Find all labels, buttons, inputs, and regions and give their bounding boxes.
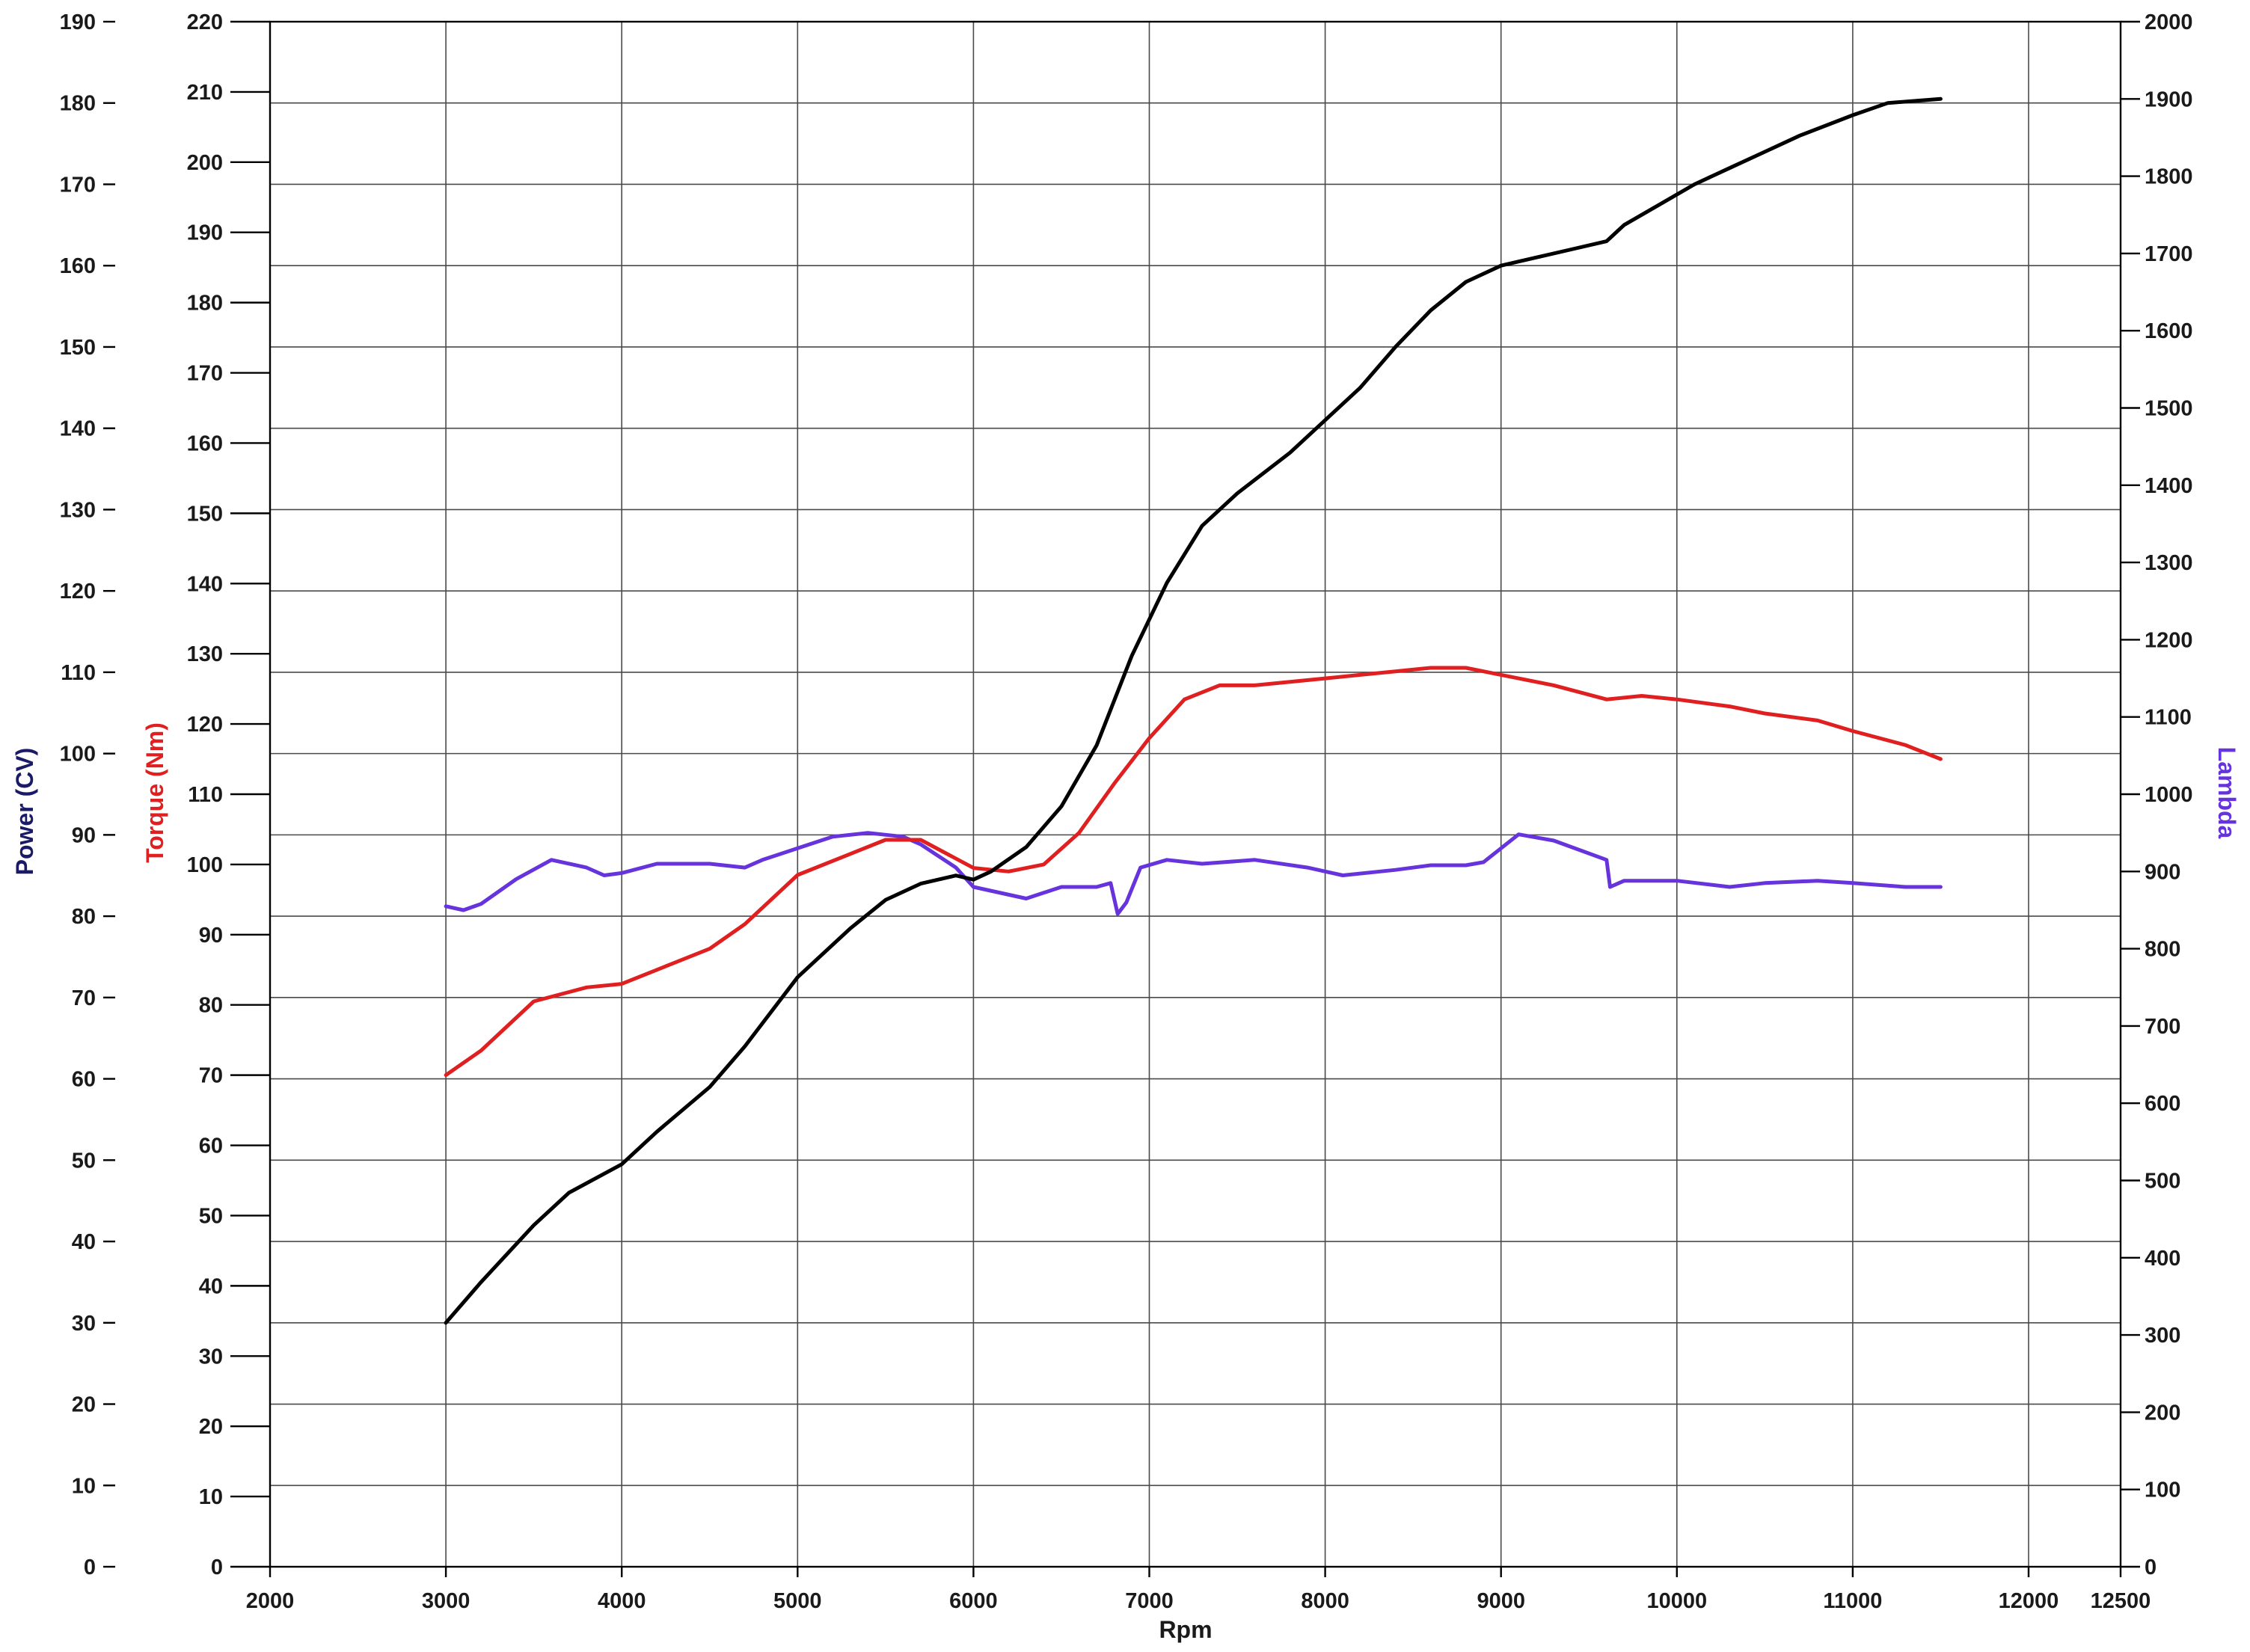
torque-tick-label: 120: [187, 713, 223, 737]
power-tick-label: 60: [72, 1068, 96, 1092]
torque-series-line: [444, 666, 1943, 1078]
power-axis-title: Power (CV): [11, 748, 38, 876]
torque-tick-label: 190: [187, 221, 223, 245]
torque-tick-label: 180: [187, 292, 223, 316]
torque-tick-label: 160: [187, 432, 223, 455]
power-tick-label: 110: [61, 661, 96, 685]
grid: [270, 21, 2121, 1567]
torque-tick-label: 170: [187, 362, 223, 386]
power-tick-label: 80: [72, 905, 96, 929]
x-tick-label: 10000: [1646, 1589, 1707, 1613]
lambda-tick-label: 600: [2145, 1092, 2180, 1116]
power-tick-label: 130: [60, 498, 96, 522]
torque-tick-label: 50: [199, 1204, 223, 1228]
power-tick-label: 160: [60, 254, 96, 278]
lambda-tick-label: 1400: [2145, 474, 2193, 498]
lambda-tick-label: 1900: [2145, 87, 2193, 111]
power-tick-label: 120: [60, 580, 96, 604]
torque-tick-label: 130: [187, 642, 223, 666]
power-tick-label: 170: [60, 173, 96, 197]
lambda-tick-label: 2000: [2145, 10, 2193, 34]
lambda-tick-label: 1600: [2145, 319, 2193, 343]
torque-tick-label: 30: [199, 1345, 223, 1369]
torque-tick-label: 110: [188, 783, 223, 807]
lambda-tick-label: 700: [2145, 1015, 2180, 1039]
lambda-tick-label: 500: [2145, 1170, 2180, 1194]
torque-tick-label: 210: [187, 81, 223, 105]
power-tick-label: 100: [60, 743, 96, 767]
axis-labels: 2000 3000 4000 5000 6000 7000 8000 9000 10000 110…: [60, 10, 2193, 1613]
torque-tick-label: 150: [187, 502, 223, 526]
x-tick-label: 7000: [1125, 1589, 1174, 1613]
power-tick-label: 20: [72, 1393, 96, 1417]
x-tick-label: 8000: [1301, 1589, 1349, 1613]
power-tick-label: 180: [60, 92, 96, 116]
lambda-tick-label: 1500: [2145, 397, 2193, 421]
x-axis-title: Rpm: [1159, 1616, 1212, 1643]
power-tick-label: 150: [60, 336, 96, 360]
x-tick-label: 6000: [949, 1589, 998, 1613]
axis-ticks: [103, 20, 2140, 1577]
lambda-tick-label: 300: [2145, 1324, 2180, 1348]
torque-tick-label: 40: [199, 1274, 223, 1298]
lambda-tick-label: 0: [2145, 1556, 2156, 1579]
lambda-tick-label: 1100: [2145, 706, 2192, 730]
lambda-tick-label: 100: [2145, 1478, 2180, 1502]
lambda-tick-label: 400: [2145, 1247, 2180, 1271]
torque-tick-label: 200: [187, 151, 223, 175]
lambda-tick-label: 1000: [2145, 783, 2193, 807]
x-tick-label: 11000: [1823, 1589, 1882, 1613]
torque-tick-label: 90: [199, 924, 223, 948]
torque-tick-label: 140: [187, 572, 223, 596]
power-tick-label: 40: [72, 1230, 96, 1254]
torque-tick-label: 80: [199, 994, 223, 1018]
power-tick-label: 70: [72, 986, 96, 1010]
torque-axis-title: Torque (Nm): [141, 722, 168, 863]
torque-tick-label: 0: [211, 1556, 223, 1579]
x-tick-label: 12000: [1999, 1589, 2059, 1613]
power-tick-label: 0: [84, 1556, 96, 1579]
lambda-tick-label: 1700: [2145, 242, 2193, 266]
torque-tick-label: 20: [199, 1415, 223, 1439]
series-layer: [444, 96, 1943, 1325]
torque-tick-label: 220: [187, 10, 223, 34]
power-tick-label: 10: [72, 1474, 96, 1498]
lambda-tick-label: 1300: [2145, 551, 2193, 575]
lambda-tick-label: 1200: [2145, 628, 2193, 652]
power-tick-label: 50: [72, 1149, 96, 1173]
power-tick-label: 90: [72, 823, 96, 847]
x-tick-label: 4000: [598, 1589, 646, 1613]
power-tick-label: 30: [72, 1312, 96, 1336]
torque-tick-label: 10: [199, 1485, 223, 1509]
lambda-series-line: [444, 831, 1943, 916]
torque-tick-label: 70: [199, 1064, 223, 1088]
lambda-tick-label: 900: [2145, 860, 2180, 884]
x-tick-label: 3000: [422, 1589, 470, 1613]
x-tick-label: 12500: [2091, 1589, 2151, 1613]
power-series-line: [444, 96, 1943, 1325]
torque-tick-label: 60: [199, 1134, 223, 1158]
lambda-tick-label: 200: [2145, 1401, 2180, 1425]
torque-tick-label: 100: [187, 853, 223, 877]
lambda-axis-title: Lambda: [2213, 747, 2240, 839]
power-tick-label: 140: [60, 417, 96, 441]
x-tick-label: 9000: [1477, 1589, 1525, 1613]
power-tick-label: 190: [60, 10, 96, 34]
x-tick-label: 2000: [246, 1589, 295, 1613]
lambda-tick-label: 800: [2145, 938, 2180, 962]
lambda-tick-label: 1800: [2145, 165, 2193, 189]
x-tick-label: 5000: [773, 1589, 822, 1613]
